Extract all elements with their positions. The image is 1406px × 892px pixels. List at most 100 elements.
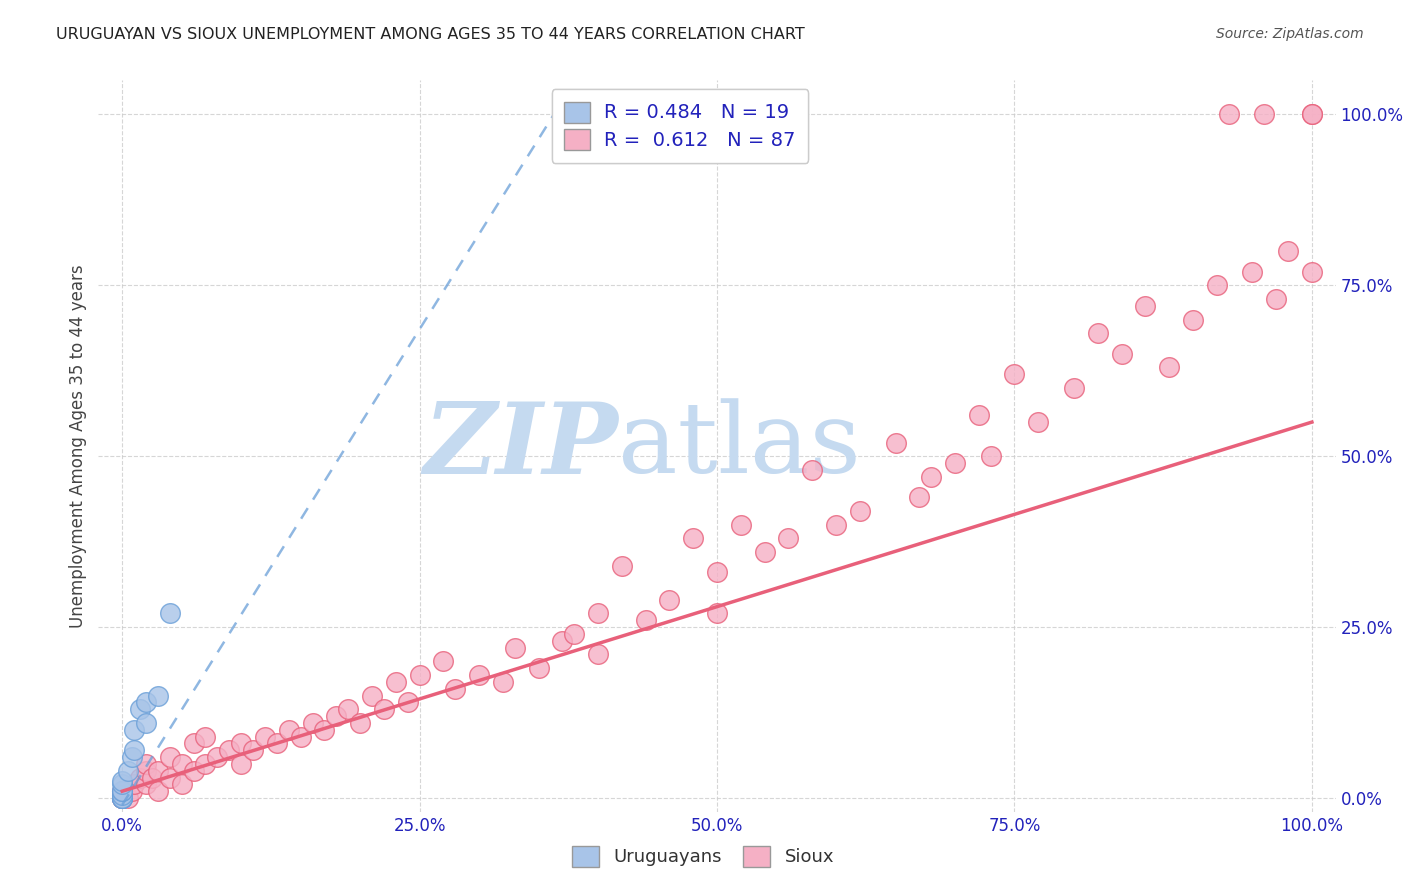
Point — [468, 668, 491, 682]
Point — [908, 490, 931, 504]
Point — [444, 681, 467, 696]
Point — [290, 730, 312, 744]
Point — [231, 736, 253, 750]
Point — [503, 640, 526, 655]
Point — [551, 633, 574, 648]
Point — [349, 715, 371, 730]
Legend: Uruguayans, Sioux: Uruguayans, Sioux — [564, 838, 842, 874]
Point — [253, 730, 276, 744]
Point — [337, 702, 360, 716]
Point — [111, 791, 134, 805]
Point — [1277, 244, 1299, 259]
Point — [1181, 312, 1204, 326]
Point — [242, 743, 264, 757]
Point — [122, 723, 145, 737]
Point — [194, 756, 217, 771]
Text: Source: ZipAtlas.com: Source: ZipAtlas.com — [1216, 27, 1364, 41]
Point — [122, 777, 145, 791]
Point — [183, 736, 205, 750]
Point — [183, 764, 205, 778]
Point — [111, 777, 134, 791]
Point — [194, 730, 217, 744]
Point — [266, 736, 288, 750]
Point — [111, 788, 134, 802]
Point — [1135, 299, 1157, 313]
Point — [778, 531, 800, 545]
Text: ZIP: ZIP — [423, 398, 619, 494]
Point — [706, 607, 728, 621]
Point — [492, 674, 515, 689]
Point — [1265, 292, 1288, 306]
Point — [943, 456, 966, 470]
Legend: R = 0.484   N = 19, R =  0.612   N = 87: R = 0.484 N = 19, R = 0.612 N = 87 — [551, 89, 808, 162]
Point — [314, 723, 336, 737]
Point — [586, 648, 609, 662]
Point — [111, 788, 134, 802]
Point — [111, 784, 134, 798]
Point — [111, 791, 134, 805]
Point — [111, 791, 134, 805]
Point — [562, 627, 585, 641]
Point — [159, 771, 181, 785]
Point — [967, 409, 990, 423]
Point — [1301, 107, 1323, 121]
Point — [159, 750, 181, 764]
Point — [920, 469, 942, 483]
Point — [141, 771, 163, 785]
Point — [1087, 326, 1109, 341]
Point — [1205, 278, 1227, 293]
Point — [135, 756, 157, 771]
Text: URUGUAYAN VS SIOUX UNEMPLOYMENT AMONG AGES 35 TO 44 YEARS CORRELATION CHART: URUGUAYAN VS SIOUX UNEMPLOYMENT AMONG AG… — [56, 27, 806, 42]
Point — [884, 435, 907, 450]
Point — [218, 743, 240, 757]
Point — [1301, 265, 1323, 279]
Point — [1063, 381, 1085, 395]
Point — [159, 607, 181, 621]
Point — [111, 791, 134, 805]
Point — [1159, 360, 1181, 375]
Point — [1026, 415, 1049, 429]
Point — [1241, 265, 1264, 279]
Point — [1111, 347, 1133, 361]
Point — [1301, 107, 1323, 121]
Point — [207, 750, 229, 764]
Point — [122, 743, 145, 757]
Point — [586, 607, 609, 621]
Point — [432, 654, 454, 668]
Point — [111, 791, 134, 805]
Point — [231, 756, 253, 771]
Point — [385, 674, 408, 689]
Point — [117, 764, 139, 778]
Point — [610, 558, 633, 573]
Point — [111, 791, 134, 805]
Text: atlas: atlas — [619, 398, 860, 494]
Point — [682, 531, 704, 545]
Point — [634, 613, 657, 627]
Point — [117, 791, 139, 805]
Point — [361, 689, 384, 703]
Point — [658, 592, 681, 607]
Point — [121, 750, 143, 764]
Point — [373, 702, 395, 716]
Point — [146, 784, 169, 798]
Point — [849, 504, 872, 518]
Point — [111, 784, 134, 798]
Point — [801, 463, 824, 477]
Point — [135, 695, 157, 709]
Point — [706, 566, 728, 580]
Point — [325, 709, 347, 723]
Point — [121, 784, 143, 798]
Point — [111, 774, 134, 789]
Point — [129, 702, 152, 716]
Point — [146, 764, 169, 778]
Point — [129, 771, 152, 785]
Point — [754, 545, 776, 559]
Point — [1004, 368, 1026, 382]
Point — [111, 784, 134, 798]
Point — [527, 661, 550, 675]
Point — [135, 777, 157, 791]
Point — [135, 715, 157, 730]
Point — [396, 695, 419, 709]
Point — [980, 449, 1002, 463]
Point — [408, 668, 430, 682]
